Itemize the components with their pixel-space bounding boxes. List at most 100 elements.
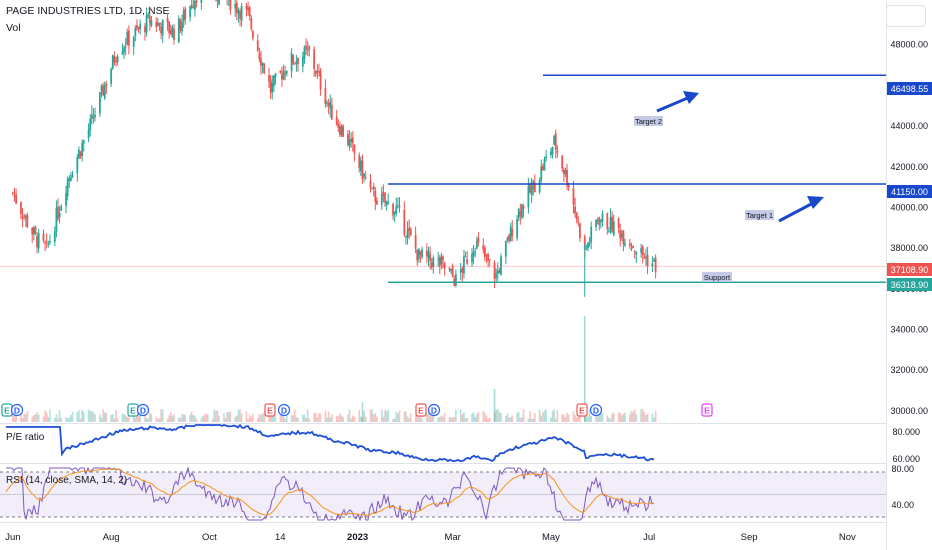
earnings-icon — [264, 403, 276, 417]
candle-body — [124, 46, 127, 48]
earnings-icon — [576, 403, 588, 417]
volume-bar — [194, 415, 196, 422]
candle-body — [545, 156, 547, 159]
volume-bar — [337, 416, 340, 422]
candle-body — [488, 259, 491, 261]
candle-body — [574, 206, 576, 214]
dividend-icon — [589, 403, 603, 417]
volume-bar — [55, 414, 58, 422]
candles — [11, 0, 657, 297]
candle-body — [55, 208, 58, 233]
candle-body — [190, 4, 193, 8]
candle-body — [252, 31, 254, 39]
volume-bar — [466, 417, 468, 422]
candle-body — [382, 191, 385, 196]
candle-body — [182, 10, 185, 22]
candle-body — [550, 151, 552, 155]
volume-bar — [68, 417, 71, 422]
candle-body — [329, 101, 332, 109]
candle-body — [380, 194, 383, 205]
volume-bar — [326, 417, 328, 422]
volume-bar — [42, 416, 45, 422]
candle-body — [498, 270, 501, 273]
volume-bar — [530, 418, 533, 422]
candle-body — [511, 229, 514, 237]
support-label: Support — [704, 273, 731, 282]
dividend-icon — [10, 403, 24, 417]
pe-tick-label: 60.000 — [892, 454, 920, 464]
volume-bar — [554, 418, 557, 422]
candle-body — [319, 70, 322, 90]
candle-body — [66, 179, 69, 196]
candle-body — [419, 251, 422, 256]
rsi-pane-label: RSI (14, close, SMA, 14, 2) — [6, 475, 127, 486]
support-price: 36318.90 — [891, 280, 929, 290]
volume-bar — [179, 417, 182, 422]
candle-body — [519, 211, 522, 216]
volume-bar — [234, 416, 236, 422]
candle-body — [437, 258, 440, 260]
target2-label-box — [634, 116, 663, 126]
volume-bar — [409, 413, 412, 422]
target1-price: 41150.00 — [891, 187, 928, 197]
volume-bar — [506, 413, 509, 422]
volume-bar — [419, 416, 422, 422]
volume-bar — [128, 416, 130, 422]
earnings-icon-glyph: E — [418, 406, 424, 416]
candle-body — [596, 219, 599, 221]
candle-body — [417, 248, 420, 259]
candle-body — [303, 47, 306, 60]
candle-body — [71, 174, 74, 178]
volume-bar — [102, 409, 104, 422]
volume-bar — [371, 409, 373, 422]
volume-bar — [463, 412, 465, 422]
volume-bar — [49, 409, 51, 422]
candle-body — [409, 229, 412, 236]
candle-body — [521, 204, 523, 218]
volume-bar — [633, 409, 636, 422]
volume-bar — [482, 411, 485, 422]
candle-body — [81, 142, 84, 157]
candle-body — [49, 241, 51, 243]
volume-bar — [305, 418, 307, 422]
volume-bar — [195, 418, 198, 422]
candle-body — [554, 133, 557, 150]
volume-bar — [281, 410, 283, 422]
candle-body — [36, 235, 38, 248]
support-label-box — [702, 272, 732, 282]
volume-bar — [57, 418, 59, 422]
candle-body — [173, 28, 175, 40]
candle-body — [147, 14, 150, 17]
candle-body — [148, 15, 151, 24]
volume-bar — [608, 417, 610, 422]
candle-body — [541, 166, 544, 171]
candle-body — [608, 230, 610, 232]
candle-body — [279, 70, 282, 73]
volume-bar — [89, 411, 92, 422]
volume-bar — [285, 414, 288, 422]
volume-bar — [79, 418, 82, 422]
volume-bar — [630, 411, 633, 422]
candle-body — [448, 267, 451, 270]
last-price: 37108.90 — [891, 265, 929, 275]
candle-body — [53, 231, 56, 242]
candle-body — [556, 151, 559, 153]
candle-body — [79, 152, 82, 157]
candle-body — [643, 256, 646, 259]
volume-bar — [205, 413, 207, 422]
candle-body — [105, 83, 108, 86]
candle-body — [250, 18, 253, 29]
candle-body — [127, 30, 130, 46]
volume-bar — [430, 410, 433, 422]
volume-bar — [542, 412, 544, 422]
candle-body — [425, 250, 428, 256]
volume-bar — [308, 418, 311, 422]
volume-bar — [624, 412, 626, 422]
candle-body — [442, 256, 444, 261]
volume-bar — [82, 412, 85, 422]
candle-body — [229, 0, 232, 11]
volume-bar — [397, 413, 399, 422]
candle-body — [464, 256, 467, 258]
candle-body — [451, 266, 454, 277]
